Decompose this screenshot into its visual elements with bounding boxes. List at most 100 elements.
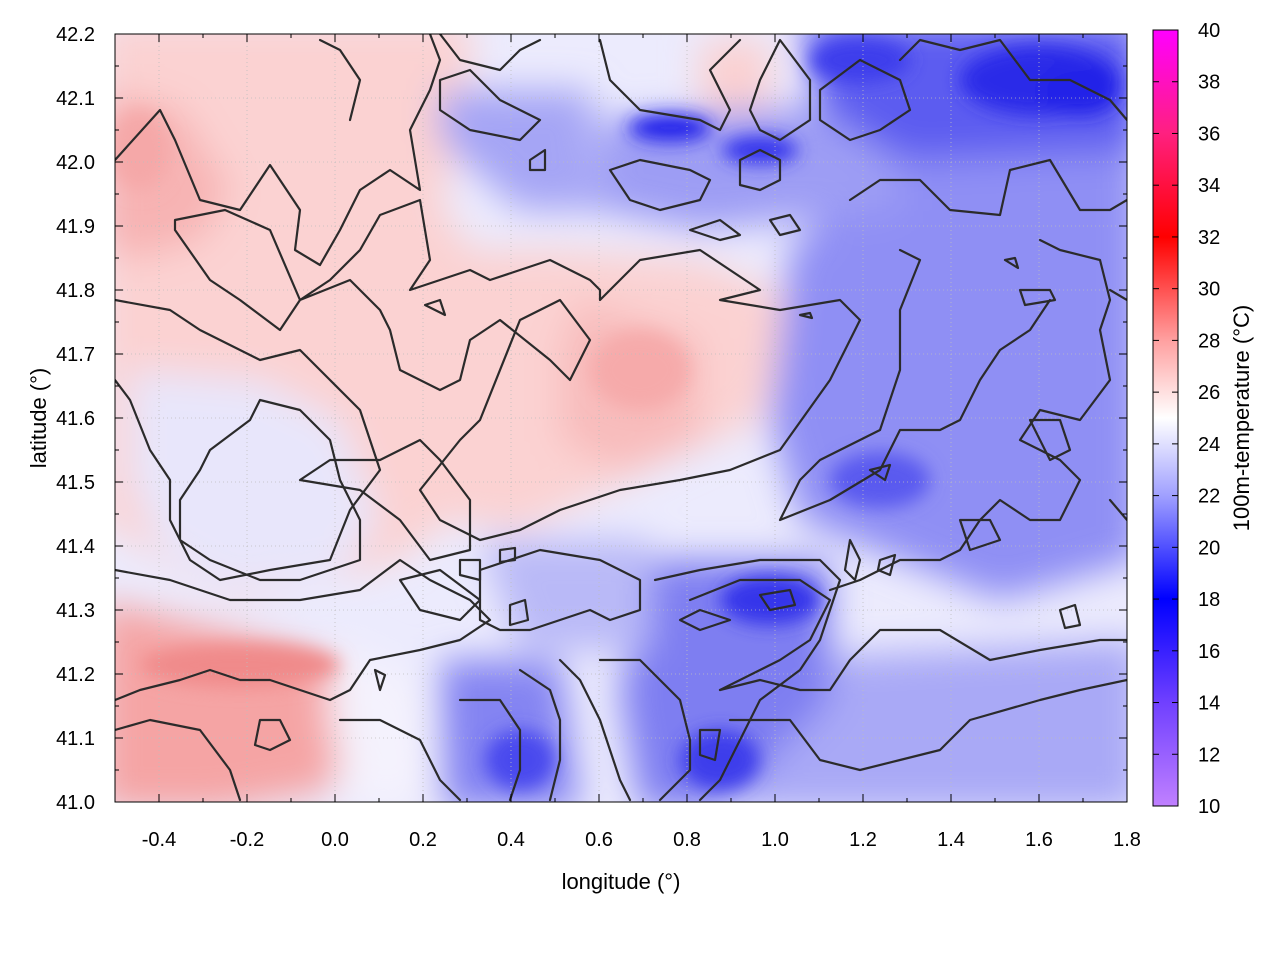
x-axis-label: longitude (°) [562, 869, 681, 894]
x-tick-label: 0.2 [409, 829, 437, 851]
contour-line [508, 598, 530, 627]
y-tick-label: 41.0 [56, 792, 95, 814]
contour-line [373, 668, 387, 692]
y-tick-label: 41.1 [56, 728, 95, 750]
y-tick-label: 41.9 [56, 216, 95, 238]
y-tick-label: 41.5 [56, 472, 95, 494]
contour-line [958, 518, 1002, 552]
colorbar-tick-label: 38 [1198, 72, 1220, 94]
x-tick-label: 1.6 [1025, 829, 1053, 851]
y-tick-label: 41.2 [56, 664, 95, 686]
colorbar-tick-label: 34 [1198, 175, 1220, 197]
colorbar: 10 12 14 16 18 20 22 24 26 28 30 32 34 36 38 40 100m-te… [1152, 20, 1254, 818]
contour-line [423, 298, 447, 317]
contour-line [738, 148, 782, 192]
contour-line [718, 628, 1127, 692]
contour-line [1003, 256, 1020, 270]
contour-line [1028, 418, 1072, 462]
x-tick-label: 1.4 [937, 829, 965, 851]
contour-line [438, 34, 542, 72]
contour-line [698, 728, 722, 762]
contour-line [728, 678, 1127, 772]
contour-line [778, 248, 1052, 522]
colorbar-tick-label: 12 [1198, 744, 1220, 766]
contour-line [458, 698, 522, 802]
contour-line [688, 218, 742, 242]
colorbar-tick-label: 30 [1198, 279, 1220, 301]
contour-line [1018, 288, 1057, 307]
x-tick-label: 0.0 [321, 829, 349, 851]
contour-line [748, 38, 812, 142]
contour-line [768, 213, 802, 237]
contour-line [868, 463, 892, 482]
y-tick-label: 41.7 [56, 344, 95, 366]
contour-line [1058, 603, 1082, 630]
colorbar-tick-label: 22 [1198, 486, 1220, 508]
contour-line [688, 578, 832, 692]
x-tick-label: 0.6 [585, 829, 613, 851]
colorbar-tick-label: 26 [1198, 382, 1220, 404]
contour-line [848, 158, 1127, 217]
x-tick-label: 1.8 [1113, 829, 1141, 851]
contour-line [438, 68, 542, 142]
colorbar-tick-label: 16 [1198, 641, 1220, 663]
colorbar-label: 100m-temperature (°C) [1229, 305, 1254, 531]
contour-line [115, 718, 242, 802]
y-tick-label: 41.4 [56, 536, 95, 558]
x-tick-label: -0.4 [142, 829, 176, 851]
contour-line [115, 34, 442, 267]
contour-line [558, 658, 632, 802]
contour-line [898, 38, 1127, 122]
contour-line [818, 58, 912, 142]
contour-line [115, 298, 382, 582]
contour-line [653, 558, 842, 802]
x-axis: -0.4 -0.2 0.0 0.2 0.4 0.6 0.8 1.0 1.2 1.4 1.6 1.8 [114, 34, 1141, 851]
x-tick-label: 1.0 [761, 829, 789, 851]
x-tick-label: -0.2 [230, 829, 264, 851]
contour-lines [115, 34, 1127, 802]
x-tick-label: 0.8 [673, 829, 701, 851]
colorbar-tick-label: 10 [1198, 796, 1220, 818]
contour-line [115, 558, 492, 702]
colorbar-ticks: 10 12 14 16 18 20 22 24 26 28 30 32 34 36 38 40 [1153, 20, 1220, 818]
contour-line [398, 568, 482, 622]
y-axis-label: latitude (°) [26, 368, 51, 469]
contour-line [298, 438, 472, 562]
colorbar-tick-label: 14 [1198, 693, 1220, 715]
y-axis: 41.0 41.1 41.2 41.3 41.4 41.5 41.6 41.7 41.8 41.9… [56, 24, 1127, 814]
contour-line [528, 148, 547, 172]
contour-line [458, 558, 482, 582]
colorbar-tick-label: 24 [1198, 434, 1220, 456]
colorbar-tick-label: 32 [1198, 227, 1220, 249]
contour-line [518, 668, 562, 802]
contour-line [1108, 288, 1127, 302]
y-tick-label: 42.0 [56, 152, 95, 174]
contour-line [843, 538, 862, 582]
x-tick-label: 0.4 [497, 829, 525, 851]
contour-line [876, 553, 897, 577]
contour-line [598, 658, 692, 802]
contour-line [318, 38, 362, 122]
colorbar-tick-label: 18 [1198, 589, 1220, 611]
contour-line [758, 588, 797, 612]
contour-line [608, 158, 712, 212]
contour-line [598, 38, 742, 132]
heatmap-field [115, 34, 1127, 802]
contour-line [338, 718, 462, 802]
contour-line [173, 198, 862, 542]
contour-line [828, 238, 1112, 592]
contour-line [253, 718, 292, 752]
contour-line [1108, 498, 1127, 522]
x-tick-label: 1.2 [849, 829, 877, 851]
colorbar-tick-label: 36 [1198, 123, 1220, 145]
y-tick-label: 42.2 [56, 24, 95, 46]
y-tick-label: 41.6 [56, 408, 95, 430]
contour-line [798, 311, 814, 320]
y-tick-label: 41.8 [56, 280, 95, 302]
colorbar-tick-label: 20 [1198, 537, 1220, 559]
contour-line [498, 546, 517, 564]
y-tick-label: 42.1 [56, 88, 95, 110]
y-tick-label: 41.3 [56, 600, 95, 622]
colorbar-tick-label: 28 [1198, 330, 1220, 352]
